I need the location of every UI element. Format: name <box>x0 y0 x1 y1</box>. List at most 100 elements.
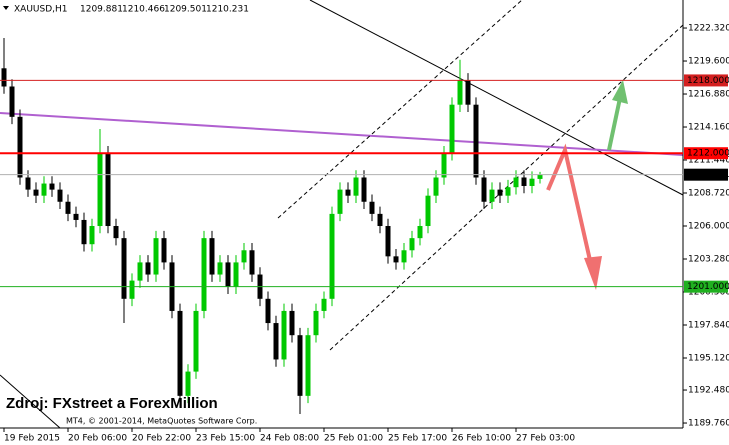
candle-body <box>121 238 127 299</box>
candle-body <box>201 238 207 311</box>
candle-body <box>225 262 231 287</box>
x-tick-label: 27 Feb 03:00 <box>516 434 575 444</box>
arrow-head <box>612 80 628 104</box>
candle-body <box>441 153 447 178</box>
candle-body <box>273 323 279 360</box>
ohlc-high: 1210.466 <box>122 5 165 15</box>
y-tick-label: 1203.280 <box>688 255 729 265</box>
candle-body <box>361 177 367 202</box>
candle-body <box>305 335 311 396</box>
candle-body <box>513 177 519 188</box>
candle-body <box>425 195 431 227</box>
candle-body <box>401 250 407 263</box>
candle-body <box>353 177 359 196</box>
candle-body <box>129 280 135 299</box>
x-tick-label: 20 Feb 22:00 <box>132 434 191 444</box>
x-tick-label: 25 Feb 01:00 <box>324 434 383 444</box>
candle-body <box>177 310 183 396</box>
candle-body <box>73 213 79 220</box>
candle-body <box>529 178 535 186</box>
y-tick-label: 1206.000 <box>688 222 729 232</box>
candle-body <box>377 213 383 227</box>
candle-body <box>281 310 287 360</box>
candle-body <box>329 213 335 299</box>
candle-body <box>457 80 463 105</box>
level-label: 1218.000 <box>687 76 729 86</box>
y-tick-label: 1211.440 <box>688 156 729 166</box>
candle-body <box>17 116 23 178</box>
candle-body <box>113 226 119 239</box>
candle-body <box>249 250 255 275</box>
candle-body <box>481 177 487 202</box>
candle-body <box>417 226 423 239</box>
candle-body <box>433 177 439 196</box>
candle-body <box>521 177 527 186</box>
trend-line <box>0 374 61 429</box>
candle-body <box>153 238 159 275</box>
x-tick-label: 25 Feb 17:00 <box>388 434 447 444</box>
y-tick-label: 1197.840 <box>688 321 729 331</box>
candle-body <box>209 238 215 275</box>
candle-body <box>449 104 455 154</box>
price-label: 1210.231 <box>687 170 729 180</box>
level-label-box <box>684 74 728 87</box>
source-note: Zdroj: FXstreet a ForexMillion <box>6 395 218 412</box>
candle-body <box>489 189 495 202</box>
candle-body <box>145 262 151 275</box>
candle-body <box>97 153 103 227</box>
candle-body <box>369 201 375 214</box>
candle-body <box>313 310 319 336</box>
candle-body <box>473 104 479 178</box>
candle-body <box>233 262 239 287</box>
candle-body <box>9 86 15 117</box>
up-arrow <box>607 97 622 151</box>
y-tick-label: 1189.760 <box>688 419 729 429</box>
y-tick-label: 1219.600 <box>688 57 729 67</box>
resistance-line <box>0 112 684 156</box>
copyright: MT4, © 2001-2014, MetaQuotes Software Co… <box>66 417 257 426</box>
channel-line <box>277 0 523 219</box>
candle-body <box>321 298 327 311</box>
ohlc-close: 1210.231 <box>206 5 249 15</box>
level-label: 1201.000 <box>687 282 729 292</box>
candle-body <box>1 68 7 87</box>
candle-body <box>297 335 303 396</box>
symbol: XAUUSD,H1 <box>14 5 68 15</box>
candle-body <box>49 183 55 190</box>
y-tick-label: 1214.160 <box>688 123 729 133</box>
x-tick-label: 24 Feb 08:00 <box>260 434 319 444</box>
candle-body <box>65 201 71 214</box>
x-tick-label: 19 Feb 2015 <box>4 434 60 444</box>
candle-body <box>385 226 391 257</box>
candle-body <box>217 262 223 275</box>
candle-body <box>497 189 503 196</box>
candle-body <box>33 189 39 196</box>
candle-body <box>137 262 143 281</box>
candle-body <box>393 256 399 263</box>
candle-body <box>409 238 415 251</box>
arrow-head <box>584 256 602 290</box>
candle-body <box>289 310 295 336</box>
price-label-box <box>684 168 728 181</box>
trend-line <box>309 0 684 196</box>
candle-body <box>465 80 471 105</box>
y-tick-label: 1195.120 <box>688 354 729 364</box>
y-tick-label: 1222.320 <box>688 24 729 34</box>
candle-body <box>241 250 247 263</box>
ohlc-low: 1209.501 <box>164 5 207 15</box>
candle-body <box>161 238 167 263</box>
level-label-box <box>684 147 728 160</box>
y-tick-label: 1192.480 <box>688 386 729 396</box>
candle-body <box>81 219 87 245</box>
x-tick-label: 23 Feb 15:00 <box>196 434 255 444</box>
level-label: 1212.000 <box>687 149 729 159</box>
candle-body <box>89 226 95 245</box>
candle-body <box>193 310 199 372</box>
candle-body <box>265 298 271 324</box>
menu-icon[interactable] <box>3 6 9 10</box>
candle-body <box>41 183 47 196</box>
level-label-box <box>684 280 728 293</box>
candle-body <box>345 189 351 196</box>
